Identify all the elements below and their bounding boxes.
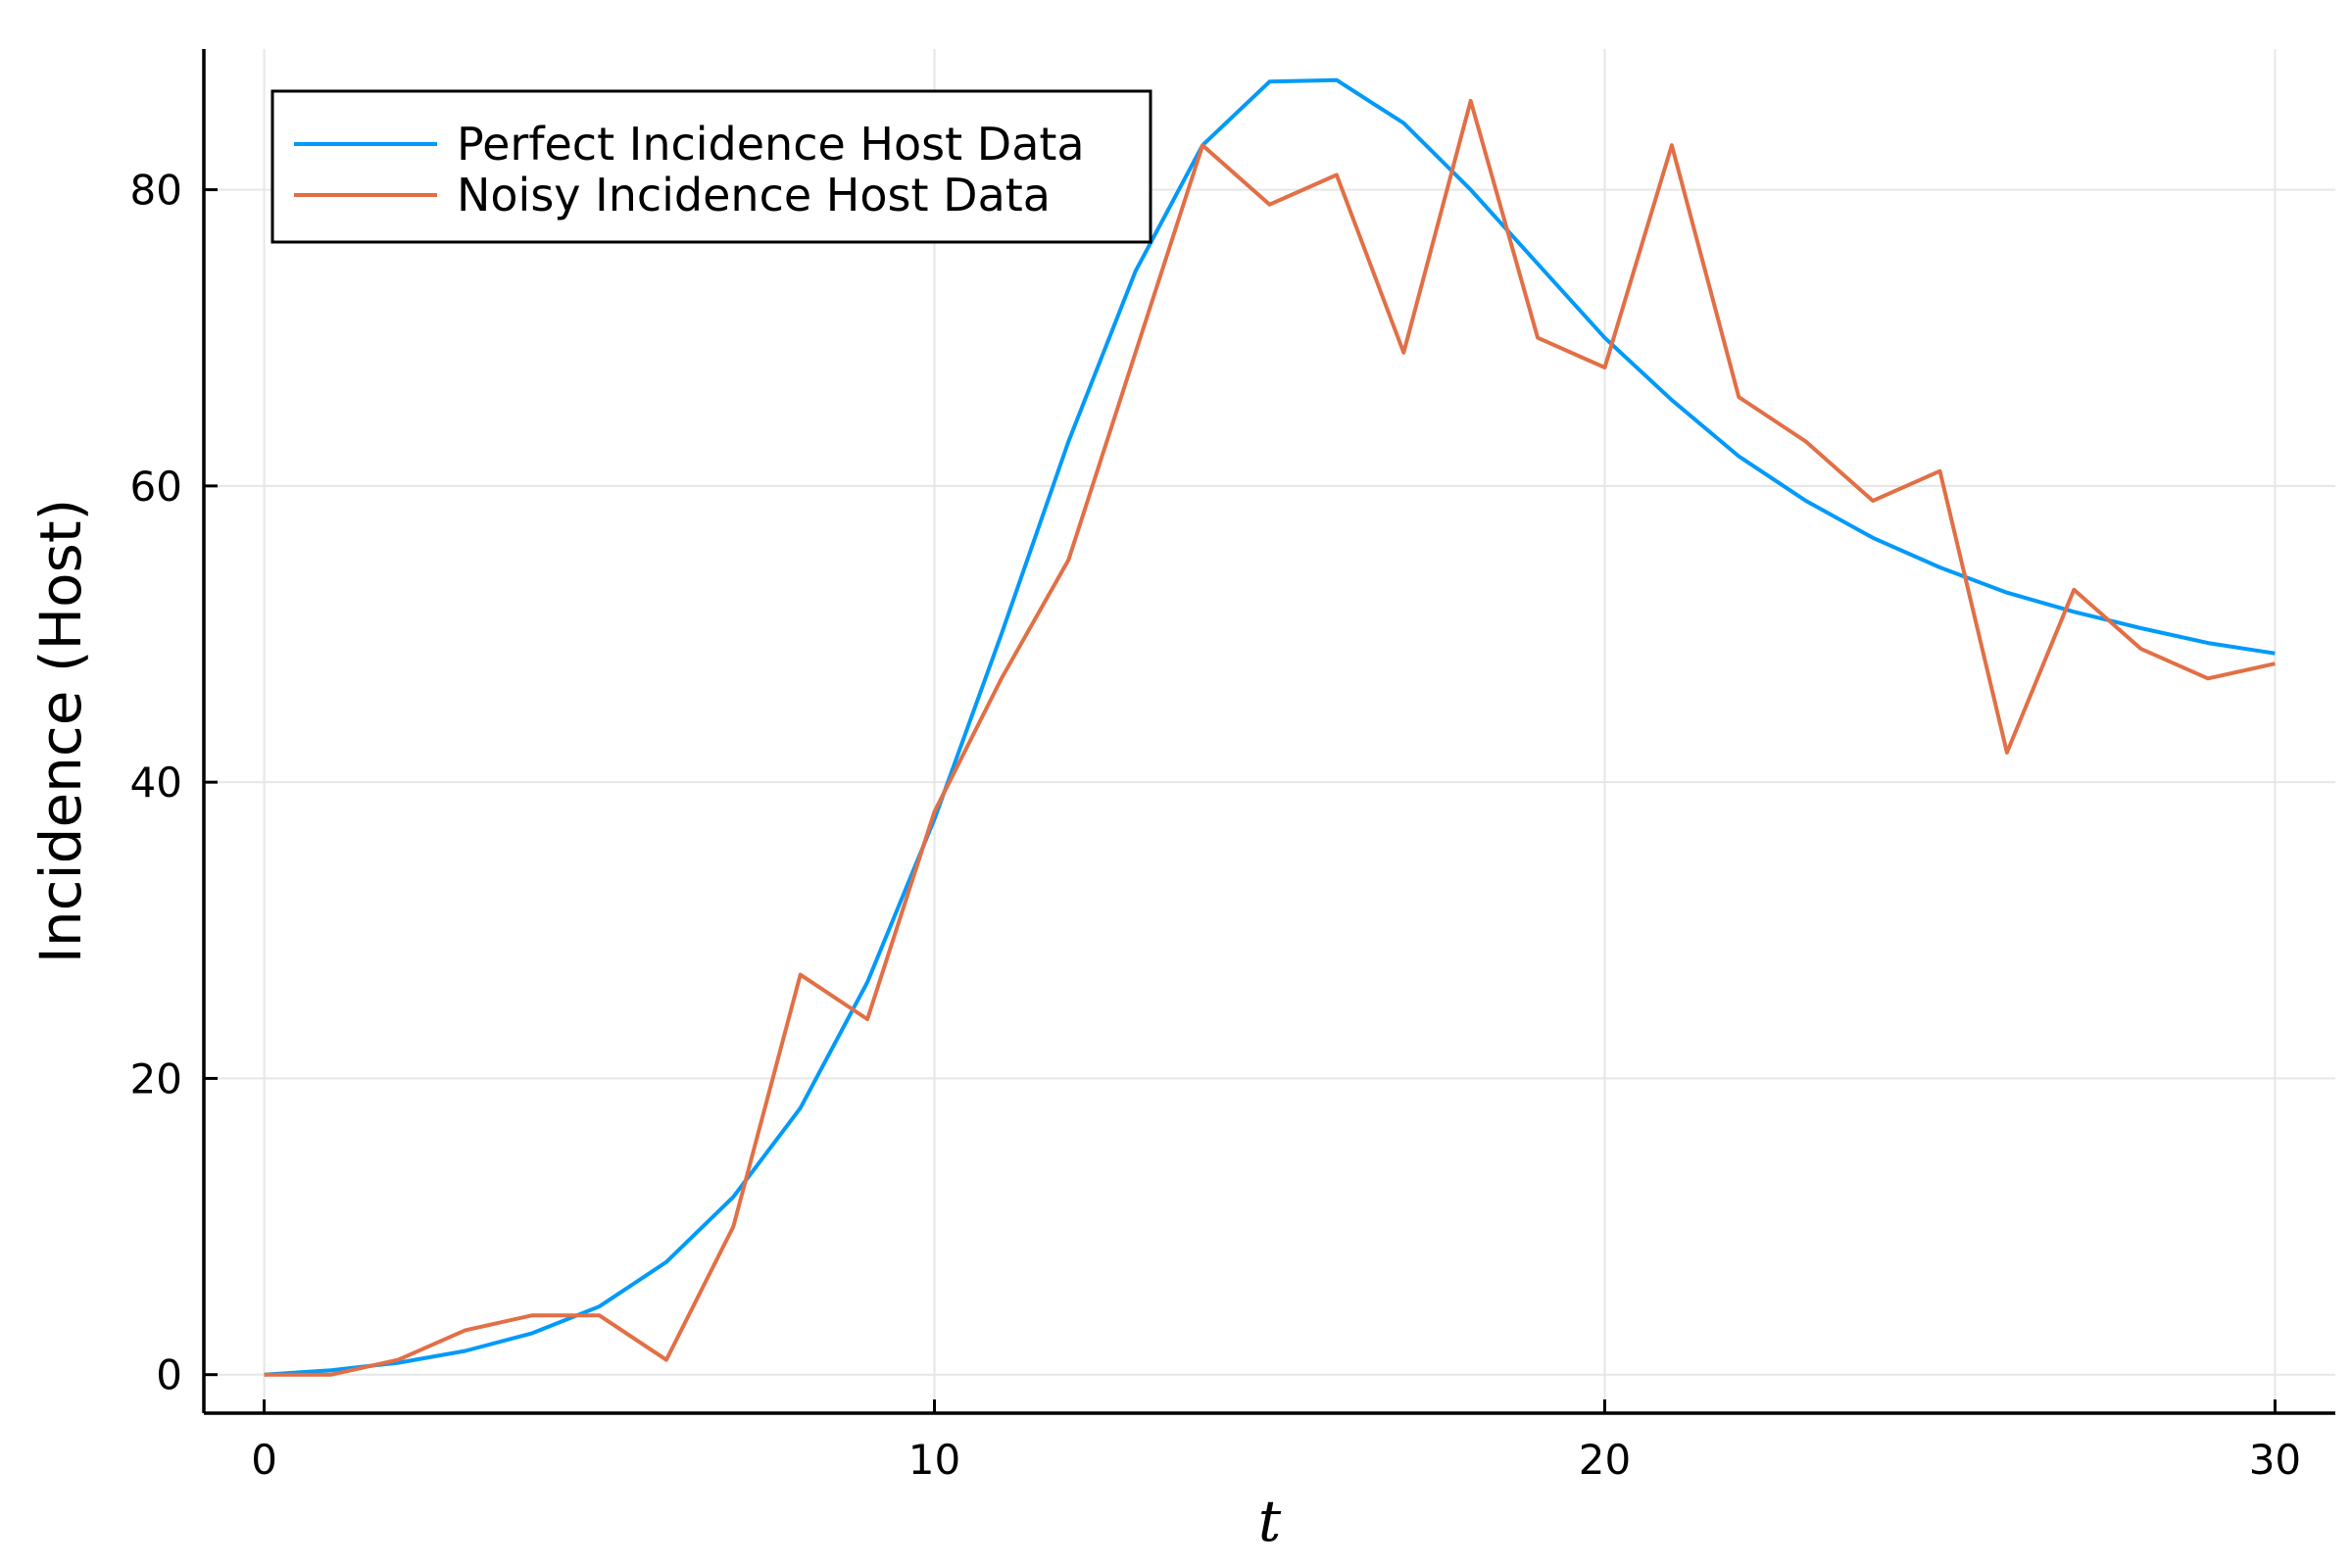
x-tick-label: 0	[251, 1436, 277, 1484]
series-lines	[264, 77, 2276, 1377]
x-axis-title: t	[1258, 1488, 1282, 1554]
x-tick-label: 30	[2249, 1436, 2301, 1484]
y-tick-label: 40	[130, 759, 182, 807]
legend: Perfect Incidence Host Data Noisy Incide…	[270, 89, 1152, 244]
x-tick-label: 10	[908, 1436, 960, 1484]
legend-label-perfect: Perfect Incidence Host Data	[457, 118, 1085, 171]
ticks: 0 10 20 30 0 20 40 60 80	[130, 167, 2302, 1484]
legend-label-noisy: Noisy Incidence Host Data	[457, 169, 1051, 221]
axes	[202, 49, 2335, 1415]
y-tick-label: 80	[130, 167, 182, 215]
y-tick-label: 0	[156, 1351, 182, 1399]
y-axis-title: Incidence (Host)	[27, 499, 94, 963]
grid-lines	[204, 49, 2335, 1413]
y-tick-label: 60	[130, 463, 182, 511]
legend-box	[270, 89, 1152, 244]
x-tick-label: 20	[1579, 1436, 1631, 1484]
series-line-noisy	[264, 98, 2276, 1377]
y-tick-label: 20	[130, 1054, 182, 1102]
series-line-perfect	[264, 77, 2276, 1377]
